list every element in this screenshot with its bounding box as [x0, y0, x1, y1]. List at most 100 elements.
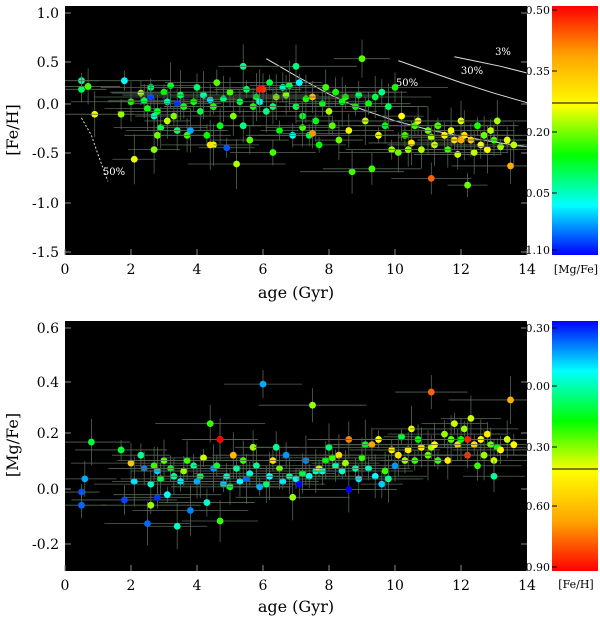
colorbar [552, 6, 598, 255]
point-marker [282, 451, 290, 459]
colorbar [552, 321, 598, 571]
data-point [198, 137, 255, 158]
point-marker [206, 420, 214, 428]
point-marker [269, 149, 277, 156]
point-marker [88, 438, 95, 446]
point-marker [229, 451, 237, 459]
point-marker [121, 77, 128, 85]
data-point [65, 460, 117, 497]
y-tick-label: 1.0 [37, 6, 59, 22]
point-marker [503, 136, 511, 144]
point-marker [398, 112, 405, 120]
point-marker [193, 84, 201, 91]
data-point [492, 121, 527, 168]
point-marker [246, 470, 254, 478]
data-point [311, 450, 380, 477]
point-marker [157, 475, 165, 483]
data-point [489, 433, 527, 456]
point-marker [484, 430, 491, 438]
point-marker [510, 141, 518, 149]
data-point [235, 44, 357, 89]
colorbar-tick-label: -0.90 [522, 561, 550, 574]
x-tick-label: 6 [259, 578, 268, 594]
point-marker [236, 478, 244, 485]
data-point [440, 395, 501, 442]
x-tick-label: 2 [127, 262, 136, 278]
point-marker [137, 451, 145, 459]
point-marker [295, 79, 303, 87]
point-marker [315, 141, 323, 149]
point-marker [332, 462, 339, 470]
point-marker [117, 110, 125, 118]
point-marker [216, 436, 224, 443]
point-marker [474, 122, 481, 130]
point-marker [193, 478, 201, 485]
point-marker [78, 488, 85, 496]
point-marker [196, 107, 204, 115]
data-point [357, 452, 414, 490]
x-tick-label: 14 [518, 578, 536, 594]
data-point [360, 470, 403, 499]
x-tick-label: 4 [193, 262, 202, 278]
data-point [210, 126, 289, 155]
data-point [113, 486, 222, 503]
colorbar-label: [Fe/H] [558, 578, 593, 591]
point-marker [497, 446, 504, 454]
point-marker [78, 501, 85, 509]
y-tick-labels: 0.6 0.4 0.2 0.0 -0.2 [32, 321, 527, 553]
data-point [322, 152, 421, 185]
point-marker [295, 480, 303, 488]
data-point [191, 96, 276, 137]
point-marker [368, 165, 376, 173]
point-marker [467, 414, 475, 422]
data-point [447, 173, 488, 198]
data-point [162, 448, 245, 467]
point-marker [480, 451, 488, 459]
point-marker [325, 107, 333, 115]
point-marker [418, 146, 425, 154]
point-marker [147, 93, 155, 101]
data-point [273, 469, 326, 500]
point-marker [262, 480, 270, 488]
y-tick-label: -1.5 [32, 245, 59, 261]
x-tick-label: 8 [325, 578, 334, 594]
data-point [436, 116, 519, 135]
point-marker [253, 462, 260, 470]
x-tick-label: 0 [61, 578, 70, 594]
point-marker [474, 462, 481, 470]
y-tick-label: 0.5 [37, 55, 59, 71]
data-point [227, 477, 292, 496]
point-marker [470, 149, 478, 156]
point-marker [325, 443, 333, 451]
point-marker [292, 103, 300, 110]
colorbar-tick-labels: 0.30 0.00 -0.30 -0.60 -0.90 [522, 322, 557, 574]
data-point [217, 69, 302, 110]
percentile-curve [454, 56, 528, 74]
point-marker [309, 129, 316, 137]
data-point [260, 120, 299, 141]
point-marker [157, 124, 165, 132]
data-point [433, 450, 522, 481]
data-point [452, 435, 527, 464]
point-marker [371, 472, 379, 480]
y-tick-label: -0.2 [32, 537, 59, 553]
data-point [65, 419, 131, 466]
point-marker [299, 124, 306, 132]
data-point [433, 130, 489, 151]
point-marker [447, 127, 455, 134]
colorbar-tick-label: 0.00 [526, 380, 551, 393]
x-tick-label: 8 [325, 262, 334, 278]
data-points [65, 370, 527, 550]
point-marker [130, 478, 138, 485]
point-marker [477, 141, 485, 149]
x-tick-label: 6 [259, 262, 268, 278]
data-point [288, 441, 363, 480]
x-tick-label: 4 [193, 578, 202, 594]
data-point [182, 418, 259, 461]
x-tick-label: 14 [518, 262, 536, 278]
data-point [319, 75, 432, 118]
curve-label: 50% [103, 167, 125, 178]
data-point [147, 503, 208, 550]
data-point [452, 420, 527, 459]
plot-area [65, 321, 527, 571]
